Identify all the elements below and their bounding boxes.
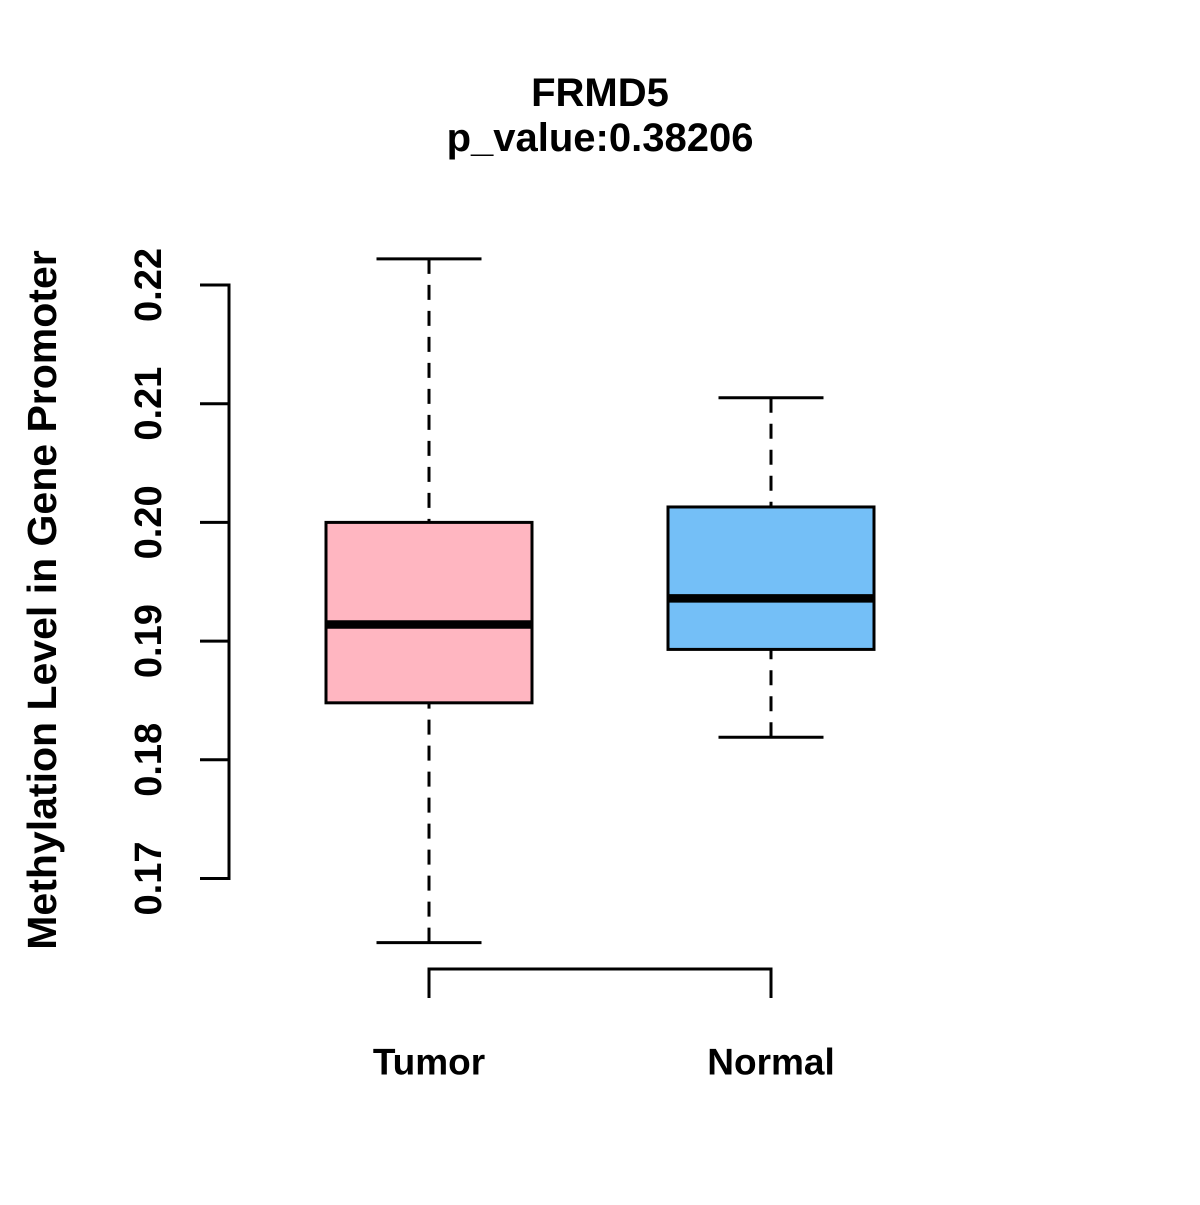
category-label-tumor: Tumor [373,1042,485,1083]
x-axis: Tumor Normal [373,967,835,1083]
y-axis-tick-label: 0.18 [128,723,170,797]
boxplot-series [324,257,876,945]
y-axis-tick-label: 0.21 [128,367,170,441]
y-axis-tick-label: 0.17 [128,842,170,916]
y-axis: 0.22 0.21 0.20 0.19 0.18 0.17 [128,248,231,916]
chart-title: FRMD5 [531,71,669,115]
chart-subtitle: p_value:0.38206 [447,116,754,160]
y-axis-tick-label: 0.22 [128,248,170,322]
box-tumor [324,257,534,945]
iqr-box [666,505,876,651]
category-label-normal: Normal [707,1042,834,1083]
box-normal [666,396,876,739]
y-axis-tick-label: 0.19 [128,604,170,678]
iqr-box [324,520,534,705]
y-axis-label: Methylation Level in Gene Promoter [19,250,65,949]
y-axis-tick-label: 0.20 [128,485,170,559]
